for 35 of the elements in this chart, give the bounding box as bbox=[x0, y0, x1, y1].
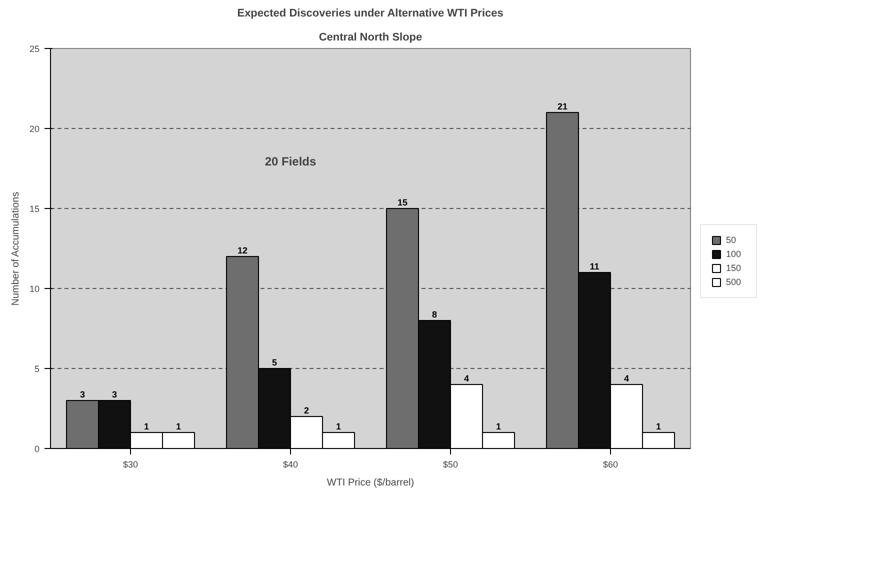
legend-label: 100 bbox=[726, 249, 742, 259]
legend-label: 50 bbox=[726, 235, 738, 245]
data-label: 11 bbox=[590, 262, 600, 272]
x-tick-label: $40 bbox=[282, 460, 298, 470]
chart-title: Expected Discoveries under Alternative WTI Prices bbox=[237, 8, 504, 20]
y-tick-label: 25 bbox=[29, 44, 40, 54]
x-axis-title: WTI Price ($/barrel) bbox=[326, 478, 414, 488]
data-label: 15 bbox=[397, 198, 408, 208]
y-tick-label: 15 bbox=[29, 204, 40, 214]
data-label: 1 bbox=[336, 422, 342, 432]
y-tick-label: 20 bbox=[29, 124, 40, 134]
data-label: 3 bbox=[80, 390, 86, 400]
data-label: 12 bbox=[237, 246, 248, 256]
data-label: 4 bbox=[624, 374, 630, 384]
legend-label: 500 bbox=[726, 277, 742, 287]
data-label: 1 bbox=[496, 422, 502, 432]
x-tick-label: $60 bbox=[602, 460, 618, 470]
annotation: 20 Fields bbox=[264, 154, 317, 168]
data-label: 4 bbox=[464, 374, 470, 384]
data-label: 2 bbox=[304, 406, 310, 416]
y-axis-title: Number of Accumulations bbox=[10, 192, 22, 306]
data-label: 8 bbox=[432, 310, 438, 320]
data-label: 5 bbox=[272, 358, 278, 368]
y-tick-label: 10 bbox=[29, 284, 40, 294]
x-tick-label: $50 bbox=[442, 460, 458, 470]
data-label: 21 bbox=[557, 102, 568, 112]
legend-label: 150 bbox=[726, 263, 742, 273]
data-label: 1 bbox=[144, 422, 150, 432]
data-label: 3 bbox=[112, 390, 118, 400]
data-label: 1 bbox=[176, 422, 182, 432]
x-tick-label: $30 bbox=[122, 460, 138, 470]
y-tick-label: 5 bbox=[34, 364, 40, 374]
data-label: 1 bbox=[656, 422, 662, 432]
y-tick-label: 0 bbox=[34, 444, 40, 454]
chart-subtitle: Central North Slope bbox=[318, 32, 422, 44]
